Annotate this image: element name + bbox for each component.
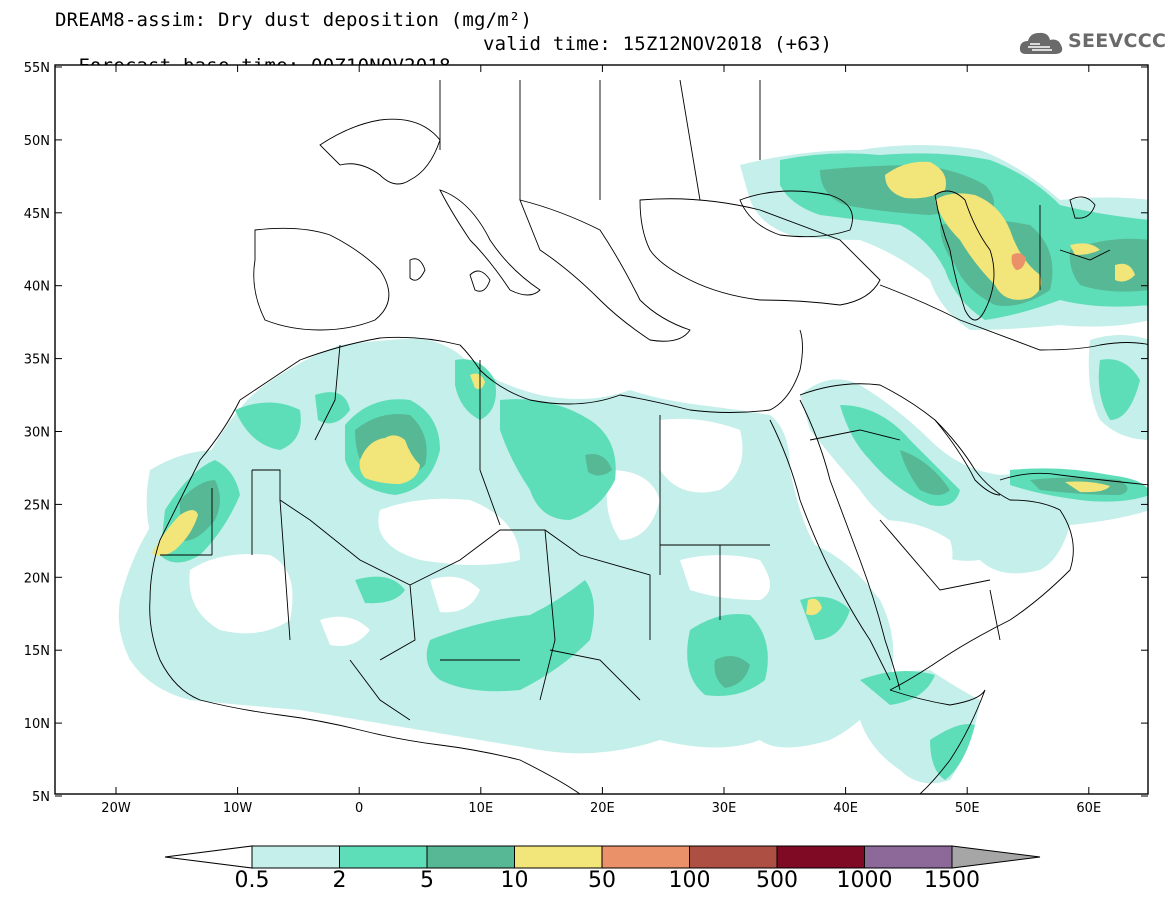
colorbar-label: 1500 bbox=[924, 868, 980, 893]
lat-label: 5N bbox=[32, 790, 50, 805]
lon-label: 30E bbox=[712, 801, 737, 816]
dust-level-50 bbox=[1011, 253, 1026, 270]
lat-label: 45N bbox=[24, 207, 50, 222]
colorbar-label: 10 bbox=[500, 868, 529, 893]
valid-time: valid time: 15Z12NOV2018 (+63) bbox=[483, 33, 833, 55]
lon-label: 20E bbox=[590, 801, 615, 816]
colorbar-label: 1000 bbox=[836, 868, 893, 893]
latitude-ticks: 55N 50N 45N 40N 35N 30N 25N 20N 15N 10N 5N bbox=[24, 61, 1148, 805]
lat-label: 35N bbox=[24, 353, 50, 368]
colorbar-label: 500 bbox=[756, 868, 798, 893]
lon-label: 10E bbox=[468, 801, 493, 816]
colorbar-label: 0.5 bbox=[234, 868, 270, 893]
longitude-ticks: 20W 10W 0 10E 20E 30E 40E 50E 60E bbox=[101, 65, 1101, 816]
colorbar-segment bbox=[864, 845, 953, 869]
lon-label: 60E bbox=[1076, 801, 1101, 816]
lat-label: 15N bbox=[24, 644, 50, 659]
colorbar-segment bbox=[514, 845, 603, 869]
lon-label: 50E bbox=[955, 801, 980, 816]
lat-label: 25N bbox=[24, 498, 50, 513]
colorbar bbox=[164, 845, 1041, 869]
colorbar-segment bbox=[426, 845, 515, 869]
lat-label: 55N bbox=[24, 61, 50, 76]
dust-level-10 bbox=[152, 161, 1135, 616]
lon-label: 40E bbox=[833, 801, 858, 816]
colorbar-label: 2 bbox=[332, 868, 347, 893]
lat-label: 50N bbox=[24, 134, 50, 149]
colorbar-segment bbox=[601, 845, 690, 869]
lon-label: 0 bbox=[355, 801, 363, 816]
lat-label: 20N bbox=[24, 571, 50, 586]
lat-label: 10N bbox=[24, 717, 50, 732]
no-dust-areas bbox=[189, 418, 953, 646]
colorbar-under-triangle bbox=[164, 845, 253, 869]
colorbar-label: 100 bbox=[668, 868, 711, 893]
colorbar-segment bbox=[689, 845, 778, 869]
colorbar-label: 5 bbox=[420, 868, 434, 893]
map-title: DREAM8-assim: Dry dust deposition (mg/m²… bbox=[55, 9, 533, 31]
logo-text: SEEVCCC bbox=[1068, 30, 1165, 52]
colorbar-label: 50 bbox=[588, 868, 616, 893]
colorbar-over-triangle bbox=[951, 845, 1041, 869]
lon-label: 20W bbox=[101, 801, 131, 816]
cloud-icon bbox=[1019, 32, 1063, 54]
coastlines-borders bbox=[149, 79, 1148, 794]
seevccc-logo: SEEVCCC bbox=[1018, 26, 1165, 60]
colorbar-segment bbox=[339, 845, 428, 869]
lat-label: 40N bbox=[24, 280, 50, 295]
map-frame bbox=[54, 64, 1149, 795]
colorbar-segment bbox=[251, 845, 340, 869]
lat-label: 30N bbox=[24, 426, 50, 441]
lon-label: 10W bbox=[223, 801, 253, 816]
colorbar-segment bbox=[776, 845, 865, 869]
